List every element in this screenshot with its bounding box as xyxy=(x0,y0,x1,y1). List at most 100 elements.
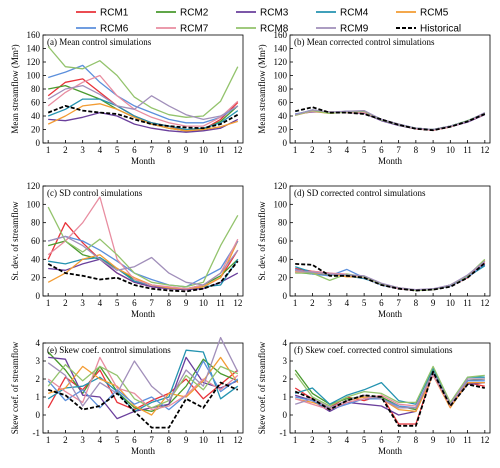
y-tick-label: 60 xyxy=(31,98,41,108)
y-axis-label: St. dev. of streamflow xyxy=(257,201,267,281)
x-axis-label: Month xyxy=(378,156,403,166)
x-tick-label: 2 xyxy=(310,435,315,445)
x-tick-label: 4 xyxy=(98,435,103,445)
x-tick-label: 10 xyxy=(199,435,209,445)
series-line-rcm7 xyxy=(295,110,486,131)
y-tick-label: 160 xyxy=(274,30,288,40)
y-tick-label: 40 xyxy=(31,254,41,264)
series-line-rcm4 xyxy=(48,256,239,290)
x-tick-label: 10 xyxy=(199,145,209,155)
x-tick-label: 8 xyxy=(414,435,419,445)
y-tick-label: 20 xyxy=(278,125,288,135)
legend-label: RCM9 xyxy=(340,24,369,35)
legend-item: RCM9 xyxy=(316,24,369,35)
y-tick-label: 80 xyxy=(31,84,41,94)
x-tick-label: 4 xyxy=(345,145,350,155)
x-tick-label: 3 xyxy=(327,145,332,155)
series-line-rcm9 xyxy=(295,260,486,291)
series-line-rcm6 xyxy=(48,64,239,124)
x-tick-label: 3 xyxy=(327,435,332,445)
y-tick-label: 20 xyxy=(31,273,41,283)
y-tick-label: 140 xyxy=(274,44,288,54)
series-line-rcm4 xyxy=(47,98,239,131)
series-lines xyxy=(47,46,239,133)
x-tick-label: 11 xyxy=(216,145,225,155)
legend-item: RCM6 xyxy=(76,24,129,35)
series-line-rcm2 xyxy=(48,84,239,132)
x-tick-label: 11 xyxy=(216,435,225,445)
x-tick-label: 8 xyxy=(414,298,419,308)
x-tick-label: 7 xyxy=(396,145,401,155)
legend-item: RCM5 xyxy=(396,8,449,19)
series-line-rcm8 xyxy=(47,46,239,118)
x-tick-label: 2 xyxy=(63,145,68,155)
y-tick-label: -1 xyxy=(33,428,41,438)
legend-label: RCM4 xyxy=(340,8,369,19)
x-tick-label: 4 xyxy=(345,298,350,308)
x-tick-label: 12 xyxy=(480,145,489,155)
panel-title: (b) Mean corrected control simulations xyxy=(294,37,435,47)
y-tick-label: 60 xyxy=(278,98,288,108)
series-line-rcm5 xyxy=(295,110,486,131)
y-tick-label: 0 xyxy=(283,138,288,148)
x-tick-label: 1 xyxy=(293,298,298,308)
x-tick-label: 1 xyxy=(46,435,51,445)
x-axis-label: Month xyxy=(378,309,403,319)
x-tick-label: 7 xyxy=(149,435,154,445)
x-tick-label: 12 xyxy=(233,298,242,308)
x-tick-label: 11 xyxy=(463,298,472,308)
series-line-rcm1 xyxy=(47,222,239,291)
y-tick-label: 2 xyxy=(283,374,288,384)
y-axis-label: Mean streamflow (Mm³) xyxy=(10,44,20,133)
series-lines xyxy=(294,106,486,132)
x-tick-label: 5 xyxy=(115,435,120,445)
series-line-rcm3 xyxy=(48,111,239,133)
panel-title: (c) SD control simulations xyxy=(47,188,143,198)
series-line-rcm8 xyxy=(294,365,485,407)
y-tick-label: 120 xyxy=(274,181,288,191)
x-tick-label: 2 xyxy=(310,145,315,155)
y-tick-label: 100 xyxy=(27,71,41,81)
x-axis-label: Month xyxy=(131,156,156,166)
series-line-historical xyxy=(295,262,486,292)
panel-title: (a) Mean control simulations xyxy=(47,37,152,47)
legend-label: RCM5 xyxy=(420,8,449,19)
x-tick-label: 9 xyxy=(431,298,436,308)
y-tick-label: 60 xyxy=(278,236,288,246)
series-line-rcm6 xyxy=(295,109,486,131)
x-tick-label: 10 xyxy=(446,145,456,155)
x-tick-label: 5 xyxy=(362,298,367,308)
series-lines xyxy=(294,365,485,427)
x-tick-label: 10 xyxy=(446,435,456,445)
series-line-rcm9 xyxy=(48,235,239,286)
y-tick-label: 0 xyxy=(283,291,288,301)
x-tick-label: 5 xyxy=(362,435,367,445)
x-tick-label: 2 xyxy=(310,298,315,308)
plot-frame xyxy=(289,34,491,144)
x-axis-label: Month xyxy=(378,446,403,456)
x-tick-label: 6 xyxy=(379,145,384,155)
series-line-rcm6 xyxy=(47,360,239,411)
x-tick-label: 4 xyxy=(98,298,103,308)
y-axis-label: St. dev. of streamflow xyxy=(10,201,20,281)
y-tick-label: 20 xyxy=(31,125,41,135)
x-axis-label: Month xyxy=(131,309,156,319)
legend-item: RCM8 xyxy=(236,24,289,35)
x-tick-label: 11 xyxy=(463,435,472,445)
x-tick-label: 2 xyxy=(63,435,68,445)
x-tick-label: 11 xyxy=(216,298,225,308)
x-tick-label: 12 xyxy=(480,298,489,308)
legend-item: RCM1 xyxy=(76,8,129,19)
x-tick-label: 9 xyxy=(184,435,189,445)
x-tick-label: 1 xyxy=(293,145,298,155)
x-tick-label: 5 xyxy=(115,145,120,155)
x-tick-label: 4 xyxy=(345,435,350,445)
series-line-rcm5 xyxy=(47,103,238,132)
x-tick-label: 4 xyxy=(98,145,103,155)
x-tick-label: 9 xyxy=(431,435,436,445)
